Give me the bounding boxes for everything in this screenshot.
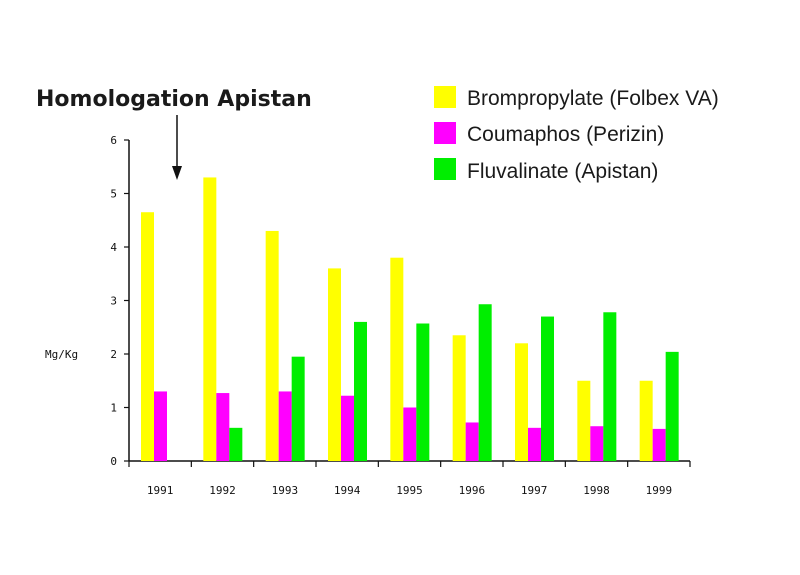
x-tick-label: 1999 bbox=[646, 484, 673, 497]
y-tick-label: 2 bbox=[110, 348, 117, 361]
legend-label-fluvalinate: Fluvalinate (Apistan) bbox=[467, 160, 658, 183]
bar-1996-series-1 bbox=[465, 422, 479, 461]
bar-1999-series-0 bbox=[639, 380, 653, 461]
bar-1993-series-0 bbox=[265, 230, 279, 461]
annotation-arrow bbox=[172, 115, 182, 180]
bar-1991-series-1 bbox=[154, 391, 167, 461]
bar-1992-series-0 bbox=[203, 177, 217, 461]
bar-1998-series-1 bbox=[590, 426, 604, 461]
x-tick-label: 1992 bbox=[209, 484, 236, 497]
y-tick-label: 1 bbox=[110, 402, 117, 415]
legend-swatch-brompropylate bbox=[434, 86, 456, 108]
bar-1994-series-1 bbox=[341, 395, 354, 461]
y-tick-label: 6 bbox=[110, 134, 117, 147]
bar-1995-series-1 bbox=[403, 407, 417, 461]
bar-1999-series-1 bbox=[652, 428, 666, 461]
bar-1992-series-1 bbox=[216, 393, 230, 461]
bar-1997-series-1 bbox=[528, 427, 541, 461]
bar-1996-series-2 bbox=[478, 304, 492, 461]
bar-1996-series-0 bbox=[452, 335, 466, 461]
y-tick-label: 5 bbox=[110, 188, 117, 201]
x-tick-label: 1997 bbox=[521, 484, 548, 497]
bar-1994-series-2 bbox=[354, 321, 367, 461]
bar-1995-series-0 bbox=[390, 257, 404, 461]
x-tick-label: 1995 bbox=[396, 484, 423, 497]
y-tick-label: 4 bbox=[110, 241, 117, 254]
y-tick-label: 0 bbox=[110, 455, 117, 468]
bar-1994-series-0 bbox=[328, 268, 341, 461]
bar-1995-series-2 bbox=[416, 323, 430, 461]
tick-labels: 0 1 2 3 4 5 6 1991 1992 1993 1994 1995 1996 1997 1998 1… bbox=[110, 134, 672, 497]
x-tick-label: 1994 bbox=[334, 484, 361, 497]
bar-1993-series-1 bbox=[278, 391, 292, 461]
bar-1997-series-2 bbox=[541, 316, 554, 461]
bar-1993-series-2 bbox=[291, 356, 305, 461]
bar-1998-series-2 bbox=[603, 312, 617, 461]
x-tick-label: 1993 bbox=[272, 484, 299, 497]
bar-1992-series-2 bbox=[229, 427, 243, 461]
bar-1998-series-0 bbox=[577, 380, 591, 461]
y-tick-label: 3 bbox=[110, 295, 117, 308]
y-axis-label: Mg/Kg bbox=[45, 348, 78, 361]
bar-1997-series-0 bbox=[515, 343, 528, 461]
bars bbox=[141, 177, 679, 461]
x-tick-label: 1998 bbox=[583, 484, 610, 497]
annotation-label: Homologation Apistan bbox=[36, 87, 312, 112]
legend: Brompropylate (Folbex VA) Coumaphos (Per… bbox=[434, 86, 719, 183]
x-tick-label: 1991 bbox=[147, 484, 174, 497]
legend-swatch-coumaphos bbox=[434, 122, 456, 144]
legend-label-coumaphos: Coumaphos (Perizin) bbox=[467, 123, 664, 146]
bar-1991-series-0 bbox=[141, 212, 154, 461]
legend-swatch-fluvalinate bbox=[434, 158, 456, 180]
legend-label-brompropylate: Brompropylate (Folbex VA) bbox=[467, 87, 719, 110]
bar-1999-series-2 bbox=[665, 351, 679, 461]
x-tick-label: 1996 bbox=[459, 484, 486, 497]
